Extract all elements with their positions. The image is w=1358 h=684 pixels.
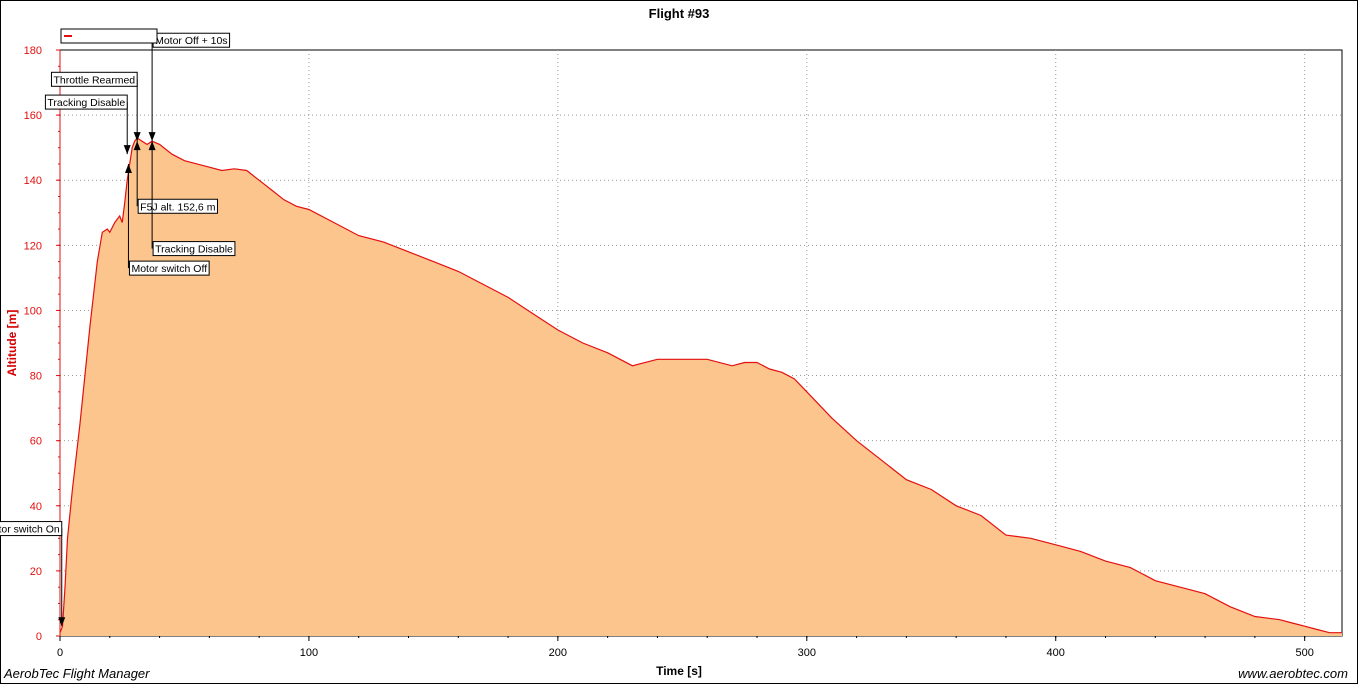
x-tick-label: 100 [300,647,318,659]
y-tick-label: 160 [24,110,42,122]
y-tick-label: 180 [24,45,42,57]
annotation: Motor switch On [0,521,66,627]
annotation-label: Tracking Disable [155,244,233,256]
annotation-box [44,94,128,110]
x-tick-label: 300 [798,647,816,659]
y-tick-label: 80 [30,371,42,383]
x-tick-label: 200 [549,647,567,659]
y-tick-label: 100 [24,305,42,317]
annotation: F5J alt. 152,6 m [133,141,218,214]
x-tick-label: 0 [57,647,63,659]
legend [60,28,158,44]
annotation-box [0,521,63,537]
legend-box [60,28,158,44]
annotation-label: Throttle Rearmed [53,74,135,86]
series-line [59,137,1342,634]
annotation-label: F5J alt. 152,6 m [140,201,216,213]
annotation-arrow [124,163,132,173]
annotation-box [152,241,236,257]
y-tick-label: 0 [36,631,42,643]
y-tick-label: 60 [30,436,42,448]
annotation-arrow [133,132,141,142]
annotation: Tracking Disable [148,141,236,257]
y-tick-label: 40 [30,501,42,513]
x-axis-label: Time [s] [656,664,702,678]
annotation-label: Tracking Disable [47,97,125,109]
annotation-arrow [58,617,66,627]
annotation-box [128,260,210,276]
x-tick-label: 500 [1295,647,1313,659]
chart-title: Flight #93 [648,6,710,21]
annotation-label: Motor Off + 10s [155,35,227,47]
website-link[interactable]: www.aerobtec.com [1238,666,1348,681]
annotation-label: Motor switch Off [131,263,207,275]
y-tick-label: 120 [24,240,42,252]
annotation-arrow [133,141,141,151]
annotation: Throttle Rearmed [50,71,141,142]
y-tick-label: 20 [30,566,42,578]
annotation-box [137,198,218,214]
x-tick-label: 400 [1047,647,1065,659]
annotation-arrow [123,145,131,155]
annotation: Tracking Disable [44,94,131,155]
series-area [60,137,1342,636]
annotation-arrow [148,132,156,142]
annotation-arrow [148,141,156,151]
annotation: Motor Off + 10s [148,32,231,142]
annotation-box [50,71,138,87]
annotation: Motor switch Off [124,163,210,276]
app-name: AerobTec Flight Manager [4,666,150,681]
annotation-label: Motor switch On [0,524,60,536]
y-tick-label: 140 [24,175,42,187]
